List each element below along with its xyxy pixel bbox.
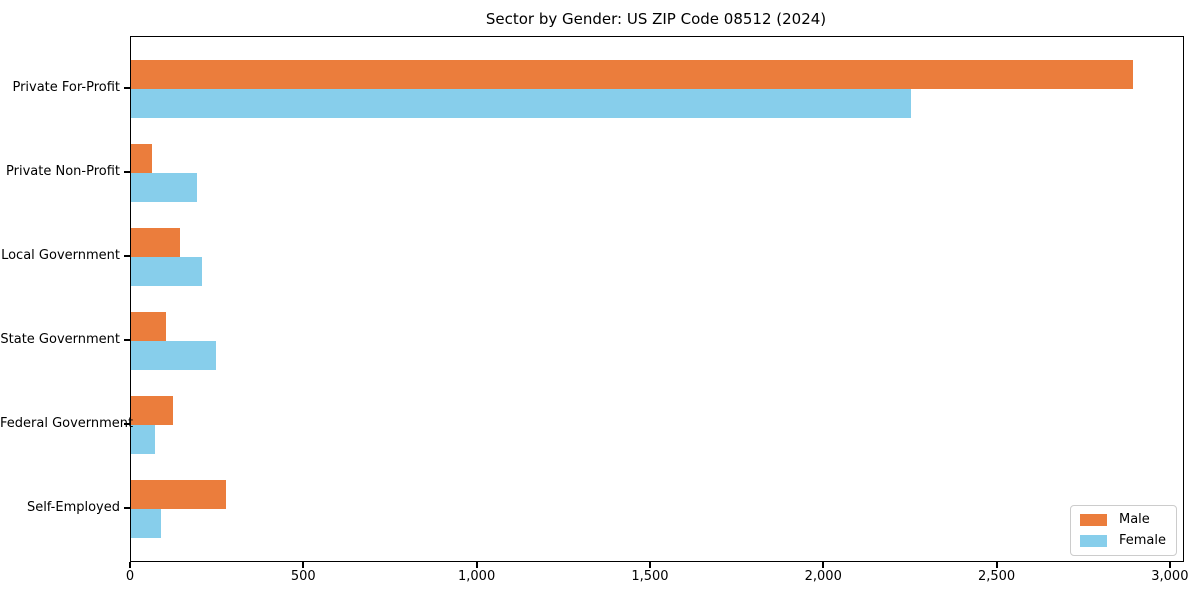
- plot-area: Male Female: [130, 36, 1184, 562]
- x-tick: [1168, 561, 1171, 568]
- x-tick: [995, 561, 998, 568]
- bar-female-state-government: [131, 341, 216, 370]
- x-tick: [129, 561, 131, 568]
- x-tick: [648, 561, 651, 568]
- legend-label-female: Female: [1118, 533, 1166, 548]
- x-label-500: 500: [290, 569, 316, 584]
- legend-item-male: Male: [1079, 512, 1166, 527]
- x-label-0: 0: [125, 569, 135, 584]
- y-tick: [124, 507, 130, 509]
- bar-female-local-government: [131, 257, 203, 286]
- x-label-1500: 1,500: [631, 569, 669, 584]
- bar-female-private-for-profit: [131, 89, 911, 118]
- x-label-1000: 1,000: [458, 569, 496, 584]
- y-tick: [124, 339, 130, 341]
- legend-swatch-male: [1079, 514, 1107, 526]
- y-label-federal-government: Federal Government: [0, 416, 134, 431]
- y-label-state-government: State Government: [0, 332, 120, 347]
- x-label-3000: 3,000: [1151, 569, 1189, 584]
- chart-title: Sector by Gender: US ZIP Code 08512 (202…: [485, 10, 827, 28]
- bar-male-local-government: [131, 228, 180, 257]
- legend-label-male: Male: [1118, 512, 1150, 527]
- bar-male-private-for-profit: [131, 60, 1133, 89]
- y-label-self-employed: Self-Employed: [26, 500, 120, 515]
- y-label-private-for-profit: Private For-Profit: [12, 80, 120, 95]
- legend: Male Female: [1069, 505, 1177, 556]
- legend-item-female: Female: [1079, 533, 1166, 548]
- x-label-2500: 2,500: [977, 569, 1016, 584]
- x-tick: [475, 561, 478, 568]
- y-label-local-government: Local Government: [1, 248, 120, 263]
- x-tick: [302, 561, 305, 568]
- bar-female-federal-government: [131, 425, 156, 454]
- bar-female-self-employed: [131, 509, 161, 538]
- y-tick: [124, 171, 130, 173]
- bar-female-private-non-profit: [131, 173, 197, 202]
- y-tick: [124, 255, 130, 257]
- bar-male-state-government: [131, 312, 166, 341]
- y-label-private-non-profit: Private Non-Profit: [6, 164, 120, 179]
- x-tick: [822, 561, 825, 568]
- y-tick: [124, 87, 130, 89]
- x-label-2000: 2,000: [804, 569, 842, 584]
- legend-swatch-female: [1079, 535, 1107, 547]
- bar-male-private-non-profit: [131, 144, 152, 173]
- bar-male-self-employed: [131, 480, 227, 509]
- y-tick: [124, 423, 130, 425]
- bar-male-federal-government: [131, 396, 173, 425]
